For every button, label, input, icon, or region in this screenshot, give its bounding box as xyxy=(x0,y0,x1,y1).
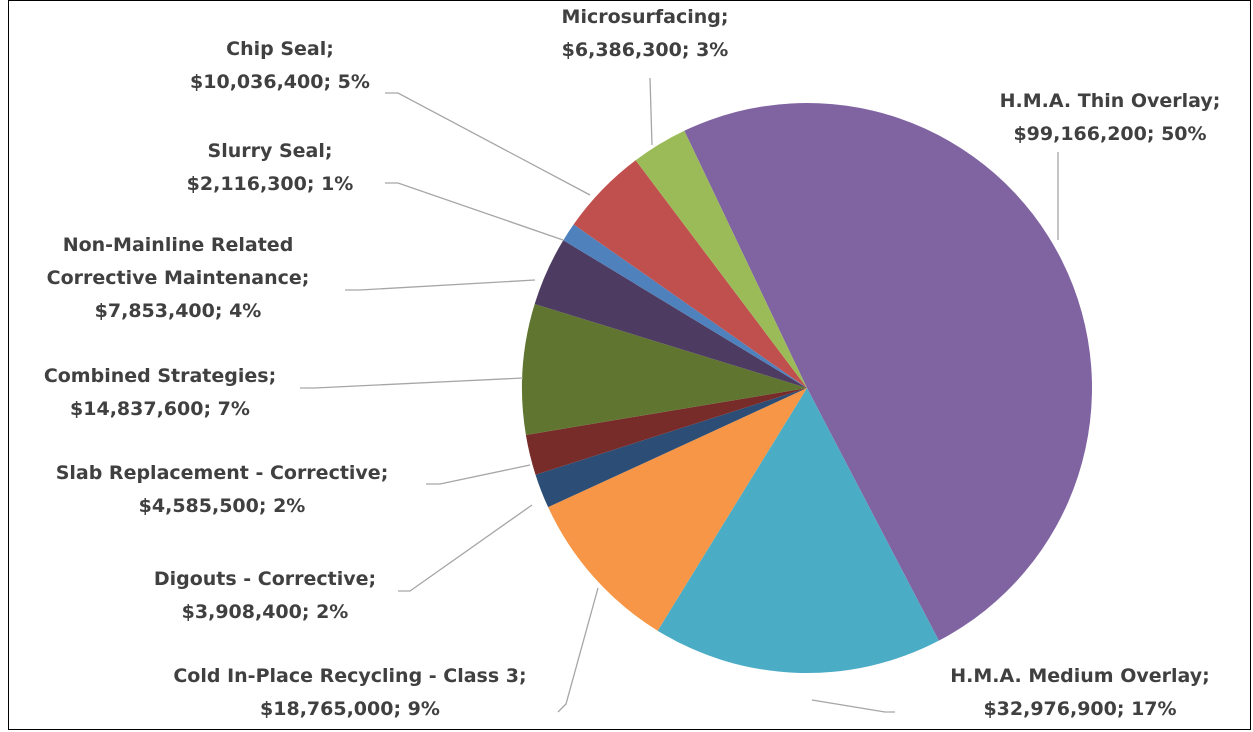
data-label: Microsurfacing; $6,386,300; 3% xyxy=(525,1,765,67)
category-label: H.M.A. Medium Overlay; xyxy=(950,665,1210,687)
leader-line xyxy=(398,504,533,592)
pie-slice xyxy=(522,303,807,435)
value-label: $10,036,400; 5% xyxy=(190,71,370,93)
data-label: H.M.A. Thin Overlay; $99,166,200; 50% xyxy=(960,85,1253,151)
pie-slice xyxy=(573,160,807,388)
data-label: H.M.A. Medium Overlay; $32,976,900; 17% xyxy=(920,660,1240,726)
leader-line xyxy=(345,279,536,291)
category-label: Slurry Seal; xyxy=(207,140,333,162)
leader-line xyxy=(811,699,895,713)
category-label: Cold In-Place Recycling - Class 3; xyxy=(173,665,527,687)
value-label: $18,765,000; 9% xyxy=(260,698,440,720)
pie-slice xyxy=(635,130,807,389)
category-label: Digouts - Corrective; xyxy=(153,568,377,590)
pie-slice xyxy=(657,388,939,673)
value-label: $3,908,400; 2% xyxy=(181,601,349,623)
pie-slice xyxy=(535,388,807,508)
data-label: Digouts - Corrective; $3,908,400; 2% xyxy=(115,563,415,629)
pie-slice xyxy=(548,388,807,631)
value-label: $14,837,600; 7% xyxy=(70,398,250,420)
pie-slice xyxy=(563,224,807,388)
data-label: Chip Seal; $10,036,400; 5% xyxy=(160,33,400,99)
leader-line xyxy=(557,587,599,713)
leader-line xyxy=(649,77,653,146)
category-label: Slab Replacement - Corrective; xyxy=(55,462,389,484)
frame xyxy=(8,0,1251,730)
data-label: Slab Replacement - Corrective; $4,585,500… xyxy=(12,457,432,523)
category-label: Non-Mainline Related Corrective Maintena… xyxy=(46,234,310,289)
pie-slice xyxy=(525,388,807,475)
value-label: $4,585,500; 2% xyxy=(138,495,306,517)
value-label: $32,976,900; 17% xyxy=(983,698,1177,720)
category-label: H.M.A. Thin Overlay; xyxy=(999,90,1221,112)
category-label: Combined Strategies; xyxy=(43,365,277,387)
data-label: Cold In-Place Recycling - Class 3; $18,76… xyxy=(130,660,570,726)
leader-line xyxy=(385,92,591,196)
category-label: Chip Seal; xyxy=(226,38,334,60)
data-label: Combined Strategies; $14,837,600; 7% xyxy=(10,360,310,426)
value-label: $7,853,400; 4% xyxy=(94,300,262,322)
pie-slice xyxy=(534,240,807,388)
leader-line xyxy=(426,464,531,485)
leader-line xyxy=(385,182,564,241)
pie-slice xyxy=(684,102,1093,641)
value-label: $6,386,300; 3% xyxy=(561,39,729,61)
value-label: $99,166,200; 50% xyxy=(1013,123,1207,145)
category-label: Microsurfacing; xyxy=(561,6,729,28)
leader-line xyxy=(300,377,524,389)
data-label: Slurry Seal; $2,116,300; 1% xyxy=(150,135,390,201)
value-label: $2,116,300; 1% xyxy=(186,173,354,195)
data-label: Non-Mainline Related Corrective Maintena… xyxy=(13,229,343,328)
